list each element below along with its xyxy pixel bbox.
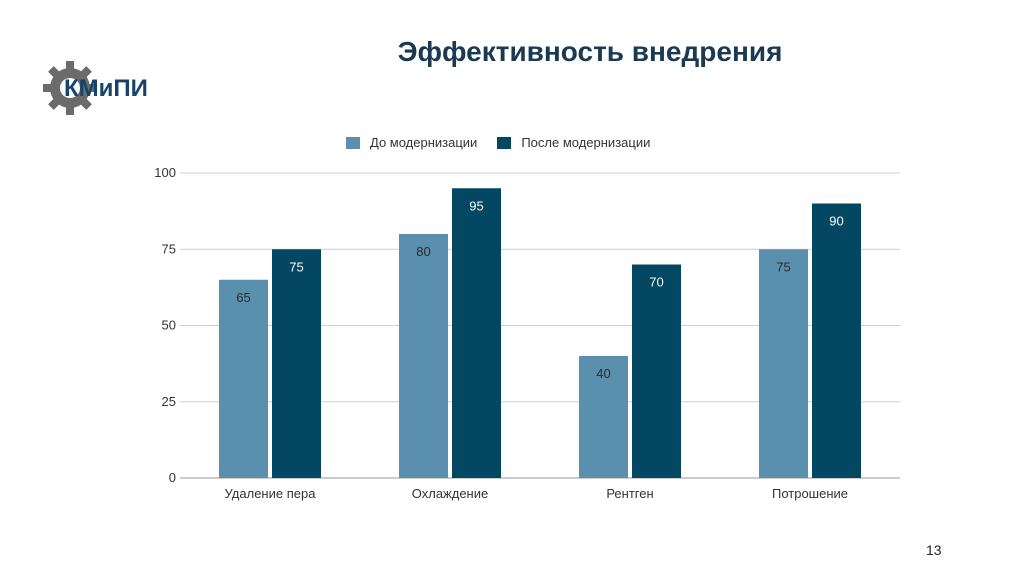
- bar: [632, 264, 681, 478]
- bar: [452, 188, 501, 478]
- bar: [399, 234, 448, 478]
- bar-value-label: 75: [289, 259, 303, 274]
- x-tick-label: Охлаждение: [412, 486, 488, 501]
- bar: [272, 249, 321, 478]
- page-number: 13: [926, 542, 942, 558]
- legend-label-before: До модернизации: [370, 135, 478, 150]
- company-logo: КМиПИ: [43, 61, 148, 115]
- legend-swatch-after: [497, 136, 512, 149]
- bar: [759, 249, 808, 478]
- logo-text: КМиПИ: [64, 75, 148, 102]
- bar-value-label: 40: [596, 366, 610, 381]
- x-tick-label: Рентген: [606, 486, 653, 501]
- bar-value-label: 95: [469, 198, 483, 213]
- y-tick-label: 50: [162, 318, 176, 333]
- x-tick-label: Удаление пера: [225, 486, 317, 501]
- bar-value-label: 70: [649, 275, 663, 290]
- y-tick-label: 75: [162, 241, 176, 256]
- x-tick-label: Потрошение: [772, 486, 848, 501]
- gear-icon: [43, 61, 97, 115]
- bar-value-label: 80: [416, 244, 430, 259]
- bar-chart: 0 25 50 75 100 65 75 Удаление пера 80 95 Охлаждени…: [154, 165, 900, 501]
- bar-value-label: 65: [236, 290, 250, 305]
- chart-legend: До модернизации После модернизации: [346, 135, 650, 150]
- legend-swatch-before: [346, 136, 360, 149]
- y-tick-label: 25: [162, 394, 176, 409]
- legend-item-after: После модернизации: [497, 135, 650, 150]
- legend-item-before: До модернизации: [346, 135, 477, 150]
- slide-title: Эффективность внедрения: [397, 36, 783, 67]
- y-tick-label: 100: [154, 165, 176, 180]
- bar: [812, 203, 861, 478]
- bar: [219, 279, 268, 478]
- bar-value-label: 75: [776, 259, 790, 274]
- y-tick-label: 0: [169, 470, 176, 485]
- bar: [579, 356, 628, 478]
- bar-value-label: 90: [829, 214, 843, 229]
- legend-label-after: После модернизации: [521, 135, 651, 150]
